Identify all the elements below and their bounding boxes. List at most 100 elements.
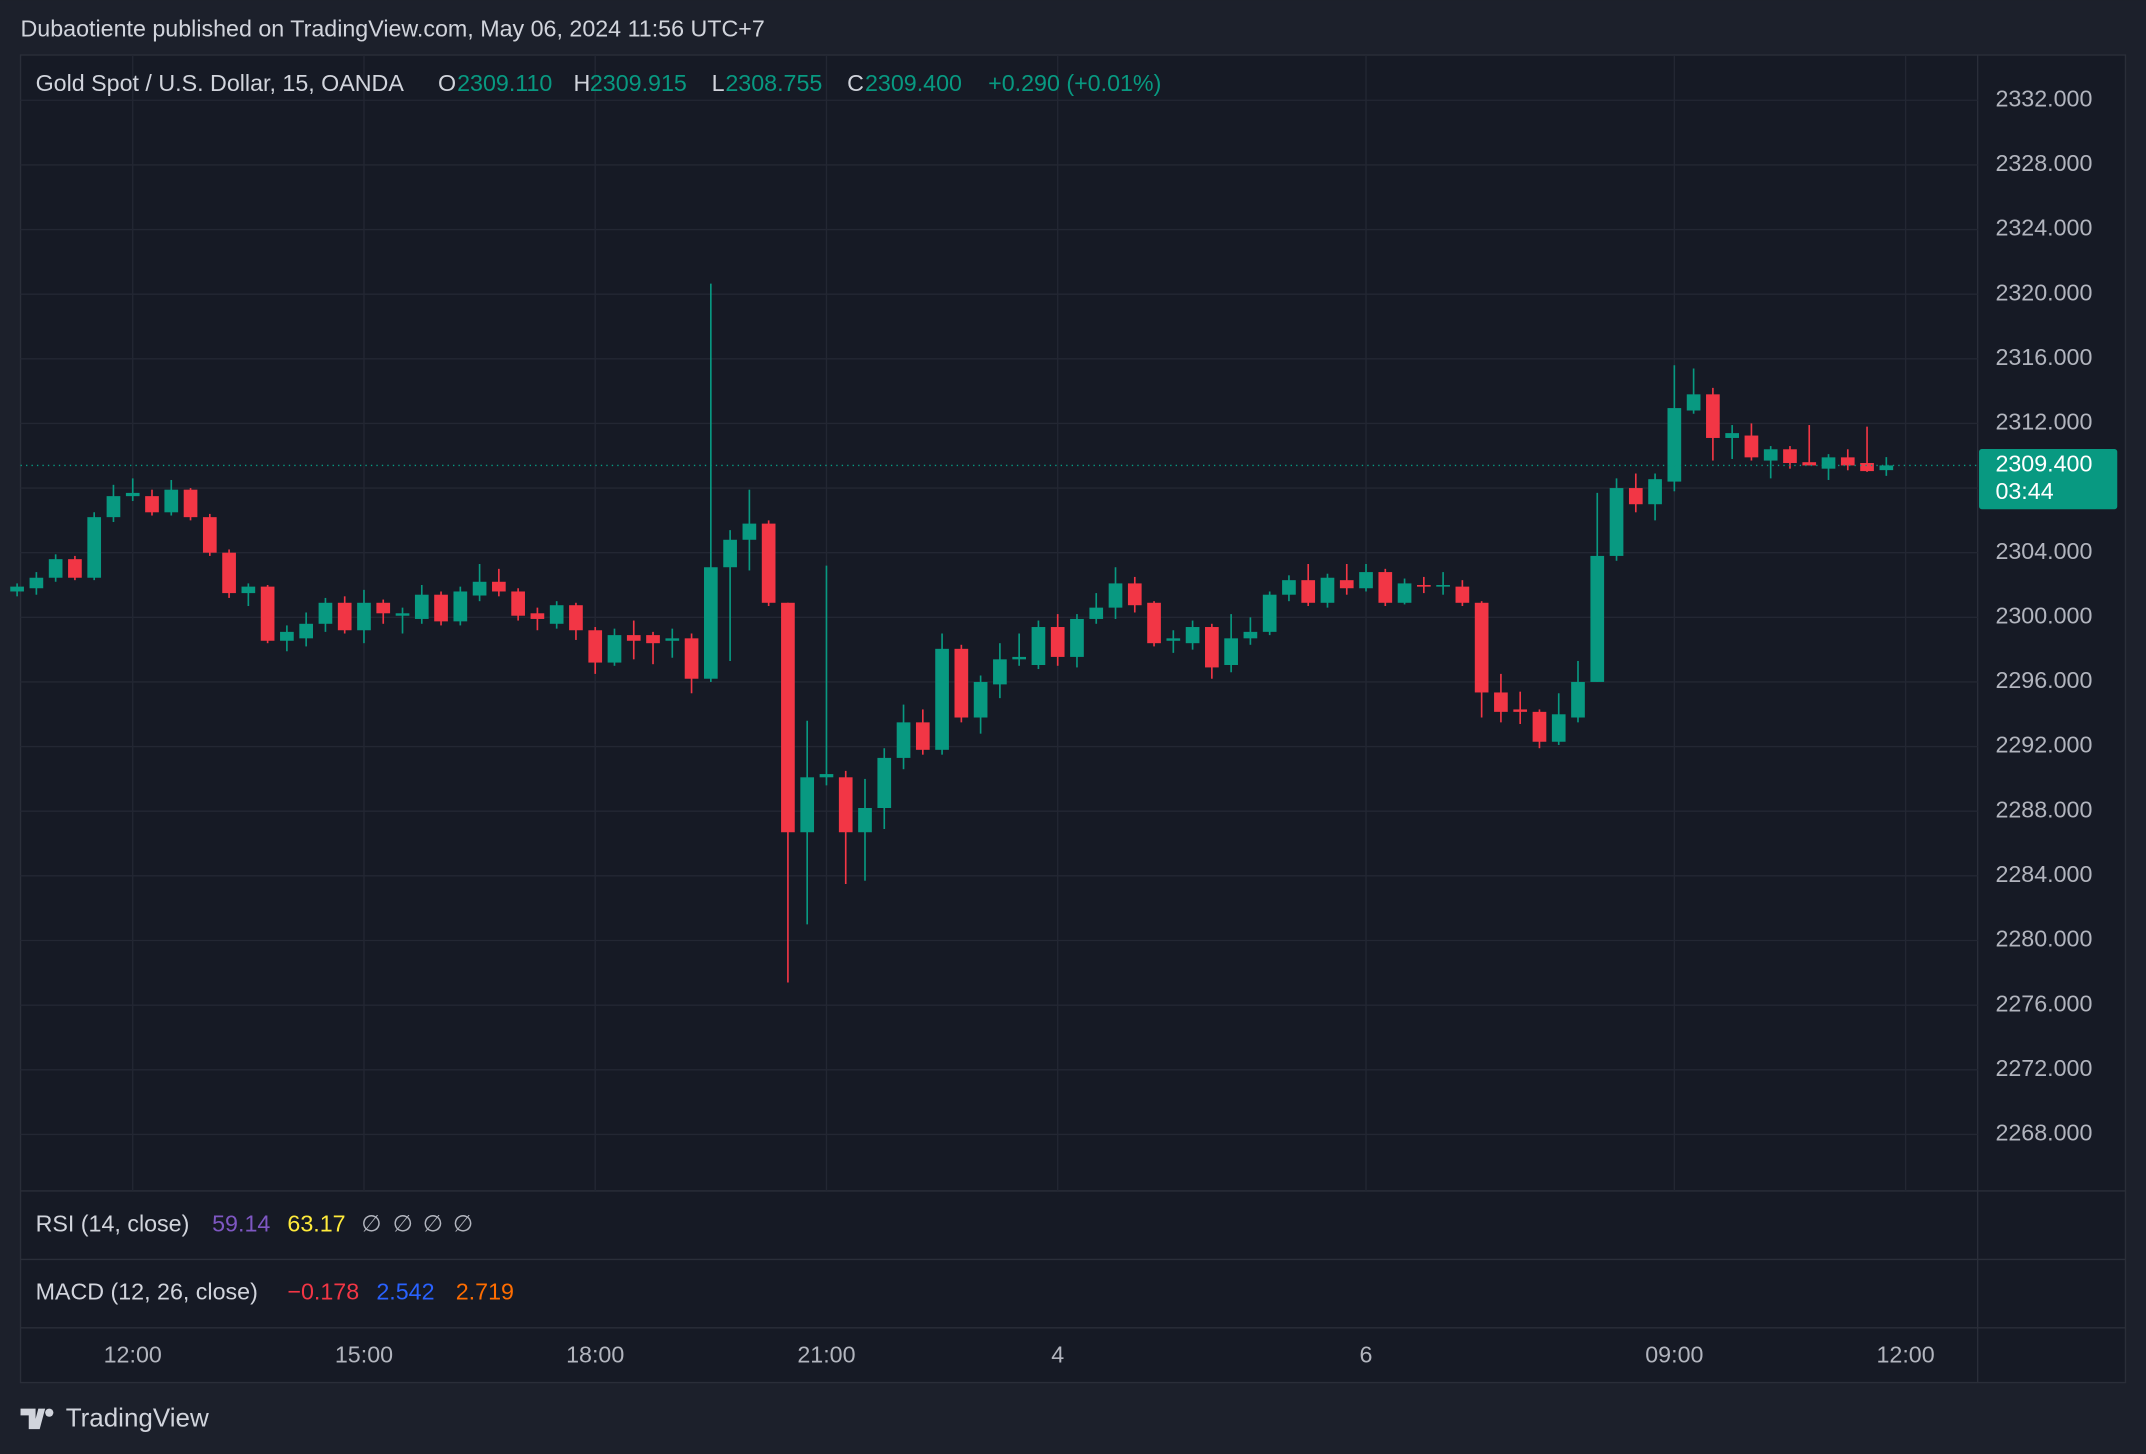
chart-frame <box>19 54 2127 1384</box>
candle-body <box>1532 711 1547 742</box>
candle-body <box>858 808 872 833</box>
candle-body <box>1763 449 1778 461</box>
candle-body <box>1147 602 1161 644</box>
candle-body <box>993 659 1007 685</box>
symbol-title: Gold Spot / U.S. Dollar, 15, OANDA <box>36 70 405 96</box>
candle-body <box>1089 607 1104 619</box>
candle-body <box>1436 585 1450 587</box>
candle-body <box>1378 572 1393 603</box>
candle-body <box>1339 580 1354 589</box>
candle-body <box>1012 656 1027 660</box>
published-line: Dubaotiente published on TradingView.com… <box>21 16 765 42</box>
candle-body <box>1397 583 1412 603</box>
countdown: 03:44 <box>1995 478 2053 504</box>
last-price-box <box>1979 449 2118 510</box>
candle-body <box>29 577 44 589</box>
y-tick-label: 2288.000 <box>1995 796 2092 822</box>
rsi-value: 63.17 <box>287 1210 345 1236</box>
candle-body <box>819 774 834 778</box>
candle-body <box>761 523 776 603</box>
candle-body <box>1031 627 1046 665</box>
candle-body <box>511 591 525 616</box>
candle-body <box>915 722 930 750</box>
x-tick-label: 12:00 <box>104 1342 162 1368</box>
change: +0.290 (+0.01%) <box>988 70 1161 96</box>
candle-body <box>1840 457 1855 466</box>
rsi-label: RSI (14, close) <box>36 1210 190 1236</box>
candle-body <box>87 517 102 578</box>
candle-body <box>106 496 121 518</box>
ohlc-value: 2309.400 <box>865 70 962 96</box>
ohlc-value: 2309.915 <box>590 70 687 96</box>
y-tick-label: 2268.000 <box>1995 1120 2092 1146</box>
candle-body <box>1474 602 1489 693</box>
y-tick-label: 2292.000 <box>1995 732 2092 758</box>
candle-body <box>453 591 468 622</box>
y-tick-label: 2316.000 <box>1995 344 2092 370</box>
macd-value: 2.542 <box>376 1279 434 1305</box>
candle-body <box>646 635 660 644</box>
candle-body <box>1127 583 1142 606</box>
y-tick-label: 2328.000 <box>1995 150 2092 176</box>
candle-body <box>1783 449 1797 464</box>
candle-body <box>68 559 82 578</box>
candle-body <box>299 623 314 639</box>
candle-body <box>337 602 352 631</box>
candle-body <box>1108 583 1123 608</box>
candle-body <box>1802 462 1817 466</box>
logo-mark <box>20 1408 46 1430</box>
candle-body <box>1166 638 1181 641</box>
candle-body <box>1185 627 1200 644</box>
rsi-empty: ∅ <box>423 1210 443 1236</box>
candle-body <box>318 602 333 624</box>
candle-body <box>145 496 159 513</box>
plot <box>10 283 1978 983</box>
candle-body <box>1590 555 1605 682</box>
candle-body <box>125 492 140 497</box>
candle-body <box>48 559 63 578</box>
rsi-value: 59.14 <box>212 1210 270 1236</box>
candle-body <box>954 648 969 718</box>
y-tick-label: 2272.000 <box>1995 1055 2092 1081</box>
candle-body <box>395 613 410 616</box>
candle-body <box>1744 435 1759 458</box>
y-tick-label: 2296.000 <box>1995 667 2092 693</box>
candle-body <box>414 594 429 619</box>
candle-body <box>973 681 988 718</box>
candle-body <box>1205 627 1219 668</box>
last-price-label: 2309.400 <box>1995 451 2092 477</box>
candle-body <box>665 638 680 641</box>
candle-body <box>569 605 583 631</box>
ohlc-value: 2309.110 <box>457 70 552 96</box>
candle-body <box>723 539 737 568</box>
candle-body <box>1282 580 1296 595</box>
ohlc-key: O <box>438 70 456 96</box>
candle-body <box>1320 577 1335 603</box>
candle-body <box>530 613 545 619</box>
y-tick-label: 2312.000 <box>1995 409 2092 435</box>
candle-body <box>1706 394 1720 438</box>
candle-body <box>1224 638 1238 665</box>
candle-body <box>1648 479 1662 505</box>
candle-body <box>1821 457 1836 469</box>
candle-body <box>1513 709 1528 712</box>
candle-body <box>164 489 179 513</box>
candle-body <box>742 523 757 540</box>
candle-body <box>1571 681 1585 718</box>
candle-body <box>1050 627 1065 657</box>
candle-body <box>10 586 24 592</box>
x-tick-label: 12:00 <box>1876 1342 1934 1368</box>
candle-body <box>1686 394 1701 411</box>
x-tick-label: 09:00 <box>1645 1342 1703 1368</box>
candle-body <box>1494 692 1508 712</box>
y-tick-label: 2300.000 <box>1995 602 2092 628</box>
candle-body <box>1455 586 1470 603</box>
candle-body <box>1628 488 1643 505</box>
ohlc-key: H <box>573 70 590 96</box>
candle-body <box>1301 580 1316 603</box>
candle-body <box>280 631 294 641</box>
candle-body <box>183 489 198 518</box>
candle-body <box>781 602 795 833</box>
y-tick-label: 2332.000 <box>1995 85 2092 111</box>
